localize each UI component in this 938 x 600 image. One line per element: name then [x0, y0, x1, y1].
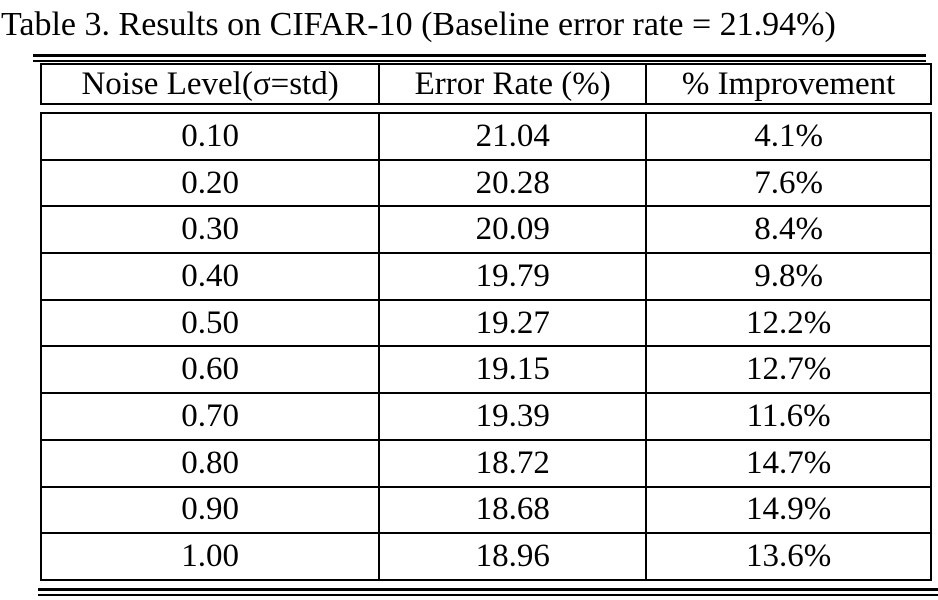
table-cell: 20.09 — [378, 205, 648, 255]
column-header-improvement: % Improvement — [645, 63, 932, 105]
table-cell: 14.7% — [645, 438, 932, 488]
table-row: 0.10 21.04 4.1% — [39, 112, 932, 161]
table-cell: 9.8% — [645, 252, 932, 301]
table-row: 0.70 19.39 11.6% — [39, 392, 932, 441]
header-row: Noise Level(σ=std) Error Rate (%) % Impr… — [39, 63, 932, 105]
table-cell: 18.72 — [378, 438, 648, 488]
table-cell: 21.04 — [378, 112, 648, 161]
table-cell: 18.96 — [378, 532, 648, 581]
column-header-noise-level: Noise Level(σ=std) — [39, 63, 381, 105]
table-row: 0.80 18.72 14.7% — [39, 438, 932, 488]
table-row: 0.50 19.27 12.2% — [39, 298, 932, 348]
table-row: 0.20 20.28 7.6% — [39, 158, 932, 208]
table-row: 1.00 18.96 13.6% — [39, 532, 932, 581]
table-cell: 1.00 — [39, 532, 381, 581]
table-cell: 0.60 — [39, 345, 381, 395]
table-row: 0.90 18.68 14.9% — [39, 485, 932, 535]
table-cell: 19.15 — [378, 345, 648, 395]
table-cell: 0.70 — [39, 392, 381, 441]
table-cell: 19.39 — [378, 392, 648, 441]
column-header-error-rate: Error Rate (%) — [378, 63, 648, 105]
table-row: 0.60 19.15 12.7% — [39, 345, 932, 395]
table-cell: 0.90 — [39, 485, 381, 535]
table-cell: 8.4% — [645, 205, 932, 255]
table-cell: 0.50 — [39, 298, 381, 348]
table-cell: 13.6% — [645, 532, 932, 581]
results-table-body: 0.10 21.04 4.1% 0.20 20.28 7.6% 0.30 20.… — [39, 112, 932, 581]
table-row: 0.30 20.09 8.4% — [39, 205, 932, 255]
table-cell: 14.9% — [645, 485, 932, 535]
table-cell: 19.79 — [378, 252, 648, 301]
results-table-header: Noise Level(σ=std) Error Rate (%) % Impr… — [39, 63, 932, 105]
table-cell: 19.27 — [378, 298, 648, 348]
bottom-double-rule — [38, 588, 938, 596]
table-cell: 18.68 — [378, 485, 648, 535]
table-cell: 12.7% — [645, 345, 932, 395]
table-cell: 4.1% — [645, 112, 932, 161]
table-cell: 20.28 — [378, 158, 648, 208]
table-cell: 0.40 — [39, 252, 381, 301]
table-cell: 0.20 — [39, 158, 381, 208]
table-row: 0.40 19.79 9.8% — [39, 252, 932, 301]
table-cell: 0.30 — [39, 205, 381, 255]
table-cell: 12.2% — [645, 298, 932, 348]
table-cell: 7.6% — [645, 158, 932, 208]
table-caption: Table 3. Results on CIFAR-10 (Baseline e… — [1, 6, 836, 43]
table-cell: 0.10 — [39, 112, 381, 161]
table-cell: 11.6% — [645, 392, 932, 441]
table-cell: 0.80 — [39, 438, 381, 488]
top-double-rule — [33, 54, 926, 62]
